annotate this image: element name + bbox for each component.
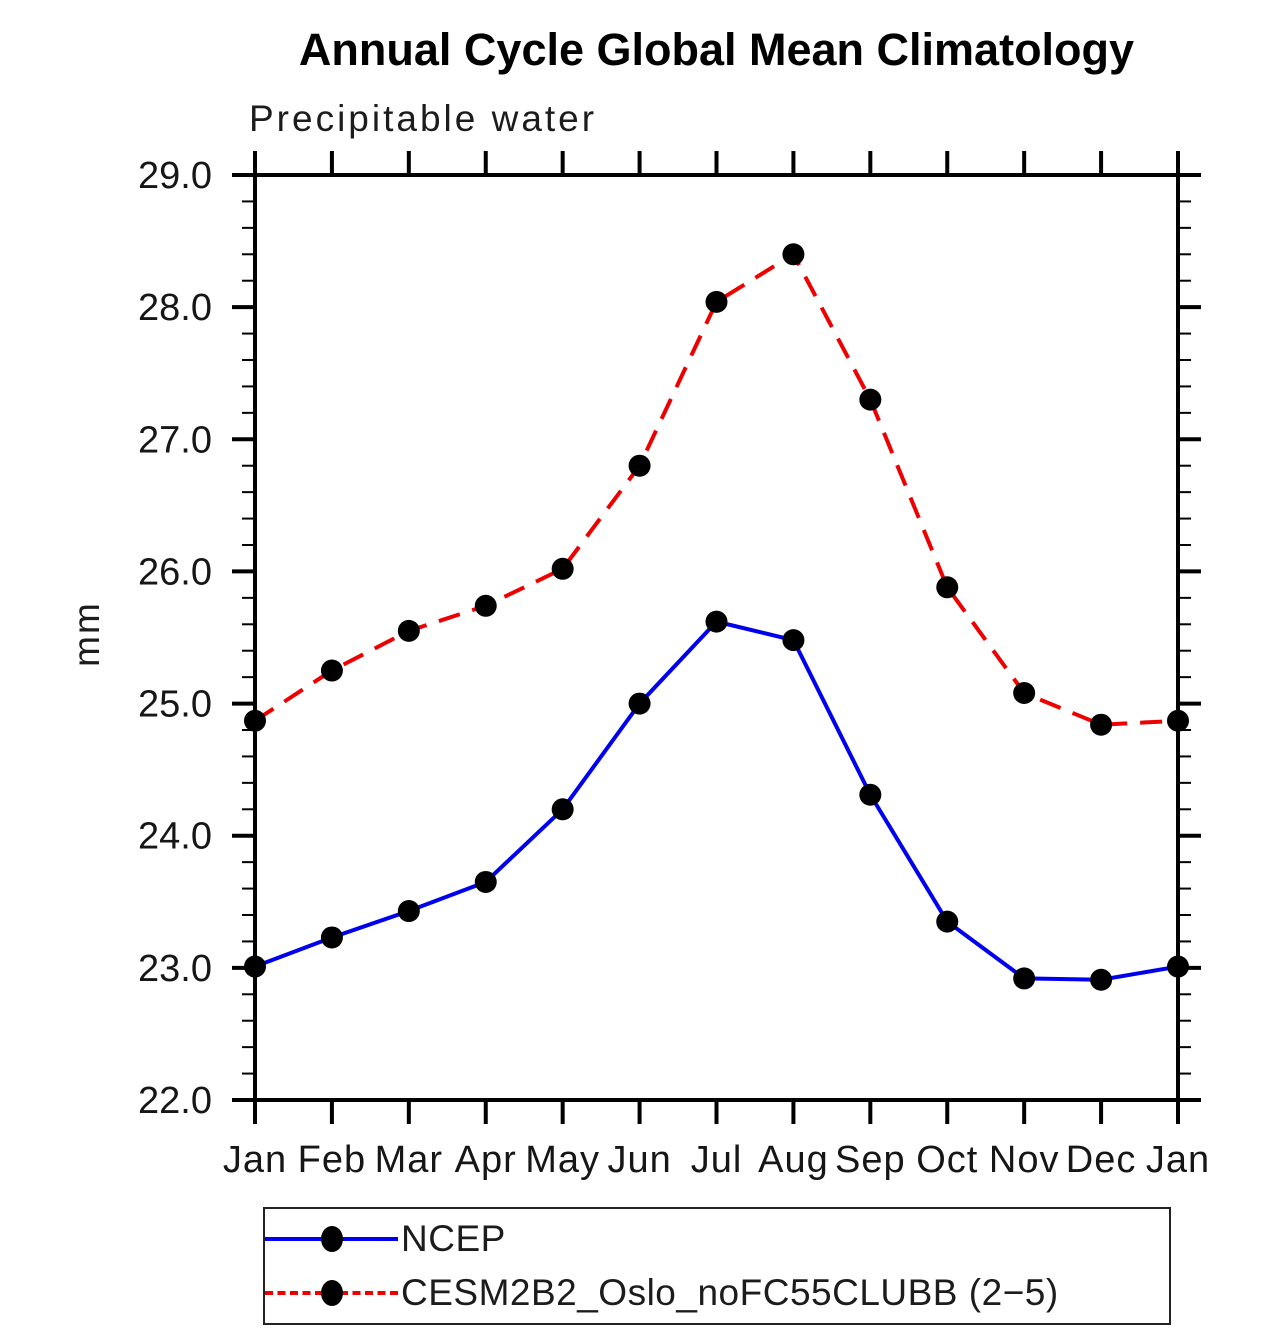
y-tick-label: 29.0: [138, 155, 212, 197]
data-point-marker: [1090, 713, 1113, 736]
y-tick-label: 24.0: [138, 816, 212, 858]
y-tick-label: 25.0: [138, 684, 212, 726]
x-tick-label: Jan: [1146, 1139, 1210, 1181]
data-point-marker: [320, 926, 343, 949]
data-point-marker: [782, 629, 805, 652]
x-tick-label: Apr: [455, 1139, 517, 1181]
x-tick-label: Feb: [298, 1139, 366, 1181]
legend-item-cesm2b2: CESM2B2_Oslo_noFC55CLUBB (2−5): [265, 1268, 1169, 1318]
x-tick-label: Sep: [835, 1139, 906, 1181]
x-tick-label: Nov: [989, 1139, 1060, 1181]
legend-sample-cesm2b2: [265, 1280, 398, 1307]
data-point-marker: [705, 290, 728, 313]
chart-subtitle: Precipitable water: [249, 98, 598, 139]
legend-label-ncep: NCEP: [401, 1217, 506, 1259]
data-point-marker: [474, 594, 497, 617]
y-tick-label: 22.0: [138, 1080, 212, 1122]
data-point-marker: [397, 619, 420, 642]
data-point-marker: [1167, 709, 1189, 732]
data-point-marker: [551, 557, 574, 580]
y-tick-label: 28.0: [138, 287, 212, 329]
data-point-marker: [936, 910, 959, 933]
legend: NCEP CESM2B2_Oslo_noFC55CLUBB (2−5): [263, 1207, 1171, 1325]
series-line-cesm2b2: [253, 251, 1179, 727]
data-point-marker: [244, 709, 266, 732]
data-point-marker: [628, 454, 651, 477]
y-tick-label: 26.0: [138, 551, 212, 593]
x-tick-label: Aug: [758, 1139, 829, 1181]
y-tick-label: 23.0: [138, 948, 212, 990]
data-point-marker: [859, 388, 882, 411]
data-point-marker: [1013, 967, 1036, 990]
x-tick-label: Jan: [223, 1139, 287, 1181]
legend-label-cesm2b2: CESM2B2_Oslo_noFC55CLUBB (2−5): [401, 1272, 1059, 1314]
data-point-marker: [397, 900, 420, 923]
chart-title: Annual Cycle Global Mean Climatology: [298, 24, 1135, 75]
data-point-marker: [705, 610, 728, 633]
data-point-marker: [859, 783, 882, 806]
x-tick-label: Mar: [375, 1139, 443, 1181]
legend-sample-ncep: [265, 1225, 398, 1252]
x-tick-label: Oct: [916, 1139, 978, 1181]
data-point-marker: [936, 576, 959, 599]
legend-marker-dot-icon: [320, 1225, 343, 1252]
y-tick-label: 27.0: [138, 419, 212, 461]
data-point-marker: [1167, 955, 1189, 978]
legend-marker-dot-icon: [320, 1280, 343, 1307]
x-tick-label: Jun: [607, 1139, 671, 1181]
data-point-marker: [551, 798, 574, 821]
data-point-marker: [320, 659, 343, 682]
data-point-marker: [628, 692, 651, 715]
series-line-ncep: [254, 619, 1179, 982]
data-point-marker: [1090, 968, 1113, 991]
data-point-marker: [474, 870, 497, 893]
data-point-marker: [244, 955, 266, 978]
x-tick-label: Jul: [691, 1139, 743, 1181]
data-point-marker: [782, 243, 805, 266]
legend-item-ncep: NCEP: [265, 1214, 1169, 1264]
x-tick-label: May: [525, 1139, 600, 1181]
data-point-marker: [1013, 682, 1036, 704]
x-tick-label: Dec: [1066, 1139, 1137, 1181]
